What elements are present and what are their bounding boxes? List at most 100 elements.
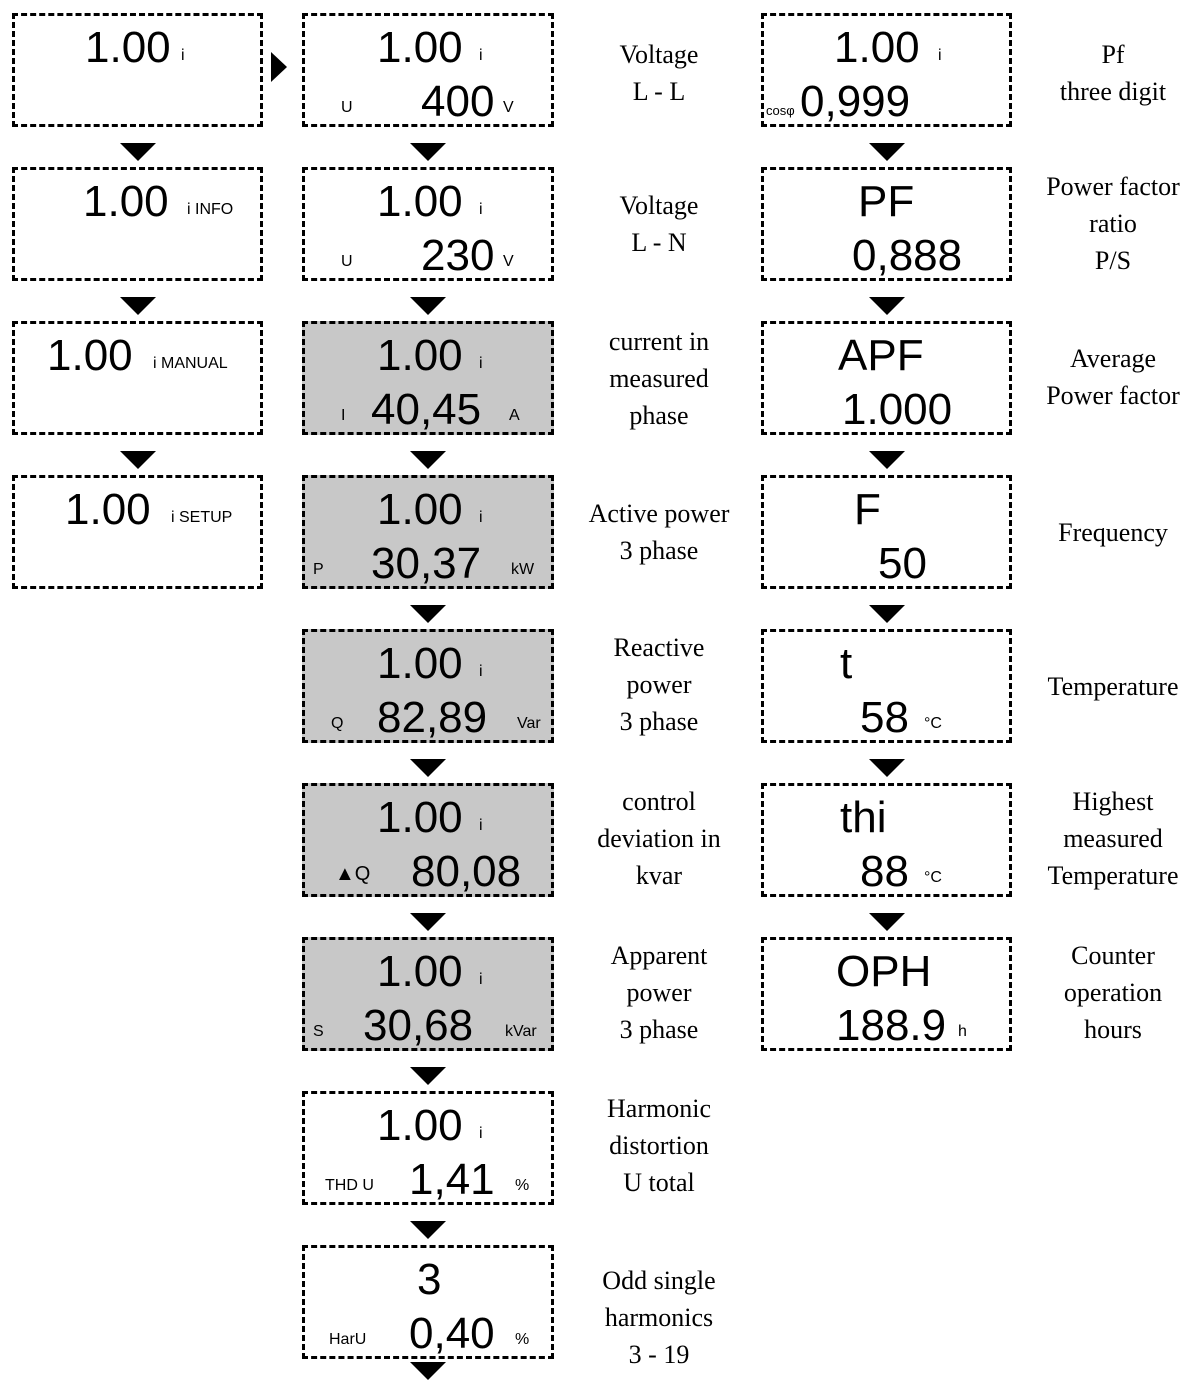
label-line: control bbox=[622, 787, 696, 816]
label-voltage-ln: Voltage L - N bbox=[570, 187, 748, 261]
label-current: current in measured phase bbox=[570, 323, 748, 434]
display-value: 230 bbox=[421, 231, 495, 280]
arrow-down-icon bbox=[869, 297, 905, 315]
arrow-down-icon bbox=[120, 297, 156, 315]
display-prefix: THD U bbox=[325, 1177, 374, 1194]
display-manual: 1.00 i MANUAL bbox=[12, 321, 263, 435]
display-top: 1.00 bbox=[377, 1101, 463, 1150]
label-frequency: Frequency bbox=[1026, 514, 1200, 551]
display-operation-hours: OPH 188.9 h bbox=[761, 937, 1012, 1051]
display-value: 1.00 bbox=[65, 485, 151, 534]
display-top-suffix: i bbox=[479, 971, 483, 988]
label-thd: Harmonic distortion U total bbox=[570, 1090, 748, 1201]
label-line: Counter bbox=[1071, 941, 1155, 970]
label-line: harmonics bbox=[604, 1303, 714, 1332]
arrow-down-icon bbox=[410, 1362, 446, 1380]
label-line: deviation in bbox=[597, 824, 721, 853]
display-top-suffix: i bbox=[479, 1125, 483, 1142]
label-line: Temperature bbox=[1047, 861, 1179, 890]
label-line: Voltage bbox=[619, 40, 699, 69]
arrow-down-icon bbox=[410, 297, 446, 315]
display-prefix: Q bbox=[331, 715, 344, 732]
label-line: current in bbox=[608, 327, 710, 356]
display-top: 1.00 bbox=[377, 23, 463, 72]
display-value: 188.9 bbox=[836, 1001, 947, 1050]
display-top: 1.00 bbox=[377, 485, 463, 534]
display-top: APF bbox=[838, 331, 924, 380]
display-top: t bbox=[840, 639, 853, 688]
label-apparent-power: Apparent power 3 phase bbox=[570, 937, 748, 1048]
label-line: kvar bbox=[635, 861, 683, 890]
label-line: U total bbox=[623, 1168, 695, 1197]
display-power-factor-ratio: PF 0,888 bbox=[761, 167, 1012, 281]
arrow-down-icon bbox=[869, 913, 905, 931]
display-value: 82,89 bbox=[377, 693, 488, 742]
display-suffix: i SETUP bbox=[171, 509, 233, 526]
arrow-down-icon bbox=[410, 451, 446, 469]
display-info: 1.00 i INFO bbox=[12, 167, 263, 281]
display-value: 88 bbox=[860, 847, 909, 896]
label-line: 3 phase bbox=[619, 536, 699, 565]
display-unit: V bbox=[503, 253, 514, 270]
display-prefix: HarU bbox=[329, 1331, 367, 1348]
display-prefix: U bbox=[341, 99, 353, 116]
display-unit: Var bbox=[517, 715, 541, 732]
display-value: 50 bbox=[878, 539, 927, 588]
display-voltage-ln: 1.00 i U 230 V bbox=[302, 167, 554, 281]
display-value: 0,40 bbox=[409, 1309, 495, 1358]
display-top-suffix: i bbox=[938, 47, 942, 64]
arrow-down-icon bbox=[410, 143, 446, 161]
label-control-deviation: control deviation in kvar bbox=[570, 783, 748, 894]
arrow-down-icon bbox=[410, 1067, 446, 1085]
display-top: thi bbox=[840, 793, 887, 842]
label-line: phase bbox=[629, 401, 689, 430]
label-pf-three-digit: Pf three digit bbox=[1024, 36, 1202, 110]
display-top-suffix: i bbox=[479, 201, 483, 218]
label-line: ratio bbox=[1089, 209, 1137, 238]
display-temperature: t 58 °C bbox=[761, 629, 1012, 743]
arrow-down-icon bbox=[869, 759, 905, 777]
label-line: 3 - 19 bbox=[628, 1340, 690, 1369]
label-line: measured bbox=[609, 364, 709, 393]
label-line: Voltage bbox=[619, 191, 699, 220]
label-line: Average bbox=[1069, 344, 1157, 373]
label-line: Highest bbox=[1072, 787, 1154, 816]
display-top-suffix: i bbox=[479, 817, 483, 834]
display-voltage-ll: 1.00 i U 400 V bbox=[302, 13, 554, 127]
display-top: 1.00 bbox=[377, 331, 463, 380]
display-unit: A bbox=[509, 407, 520, 424]
arrow-down-icon bbox=[869, 605, 905, 623]
label-line: Reactive bbox=[613, 633, 705, 662]
label-line: power bbox=[626, 670, 692, 699]
display-value: 1.00 bbox=[83, 177, 169, 226]
label-power-factor-ratio: Power factor ratio P/S bbox=[1026, 168, 1200, 279]
display-value: 40,45 bbox=[371, 385, 482, 434]
label-reactive-power: Reactive power 3 phase bbox=[570, 629, 748, 740]
display-prefix: S bbox=[313, 1023, 324, 1040]
display-value: 1.000 bbox=[842, 385, 953, 434]
label-line: Power factor bbox=[1046, 172, 1180, 201]
display-unit: °C bbox=[924, 715, 942, 732]
display-current: 1.00 i I 40,45 A bbox=[302, 321, 554, 435]
label-line: Temperature bbox=[1047, 672, 1179, 701]
display-active-power: 1.00 i P 30,37 kW bbox=[302, 475, 554, 589]
display-value: 0,888 bbox=[852, 231, 963, 280]
display-main: 1.00 i bbox=[12, 13, 263, 127]
display-harmonics: 3 HarU 0,40 % bbox=[302, 1245, 554, 1359]
display-unit: % bbox=[515, 1331, 530, 1348]
display-top-suffix: i bbox=[479, 509, 483, 526]
display-value: 30,68 bbox=[363, 1001, 474, 1050]
label-line: 3 phase bbox=[619, 707, 699, 736]
display-top-suffix: i bbox=[479, 47, 483, 64]
label-line: Frequency bbox=[1058, 518, 1168, 547]
display-prefix: cosφ bbox=[766, 103, 795, 118]
display-unit: % bbox=[515, 1177, 530, 1194]
display-value: 1.00 bbox=[47, 331, 133, 380]
display-prefix: ▲Q bbox=[335, 863, 371, 885]
display-setup: 1.00 i SETUP bbox=[12, 475, 263, 589]
display-value: 0,999 bbox=[800, 77, 911, 126]
label-line: three digit bbox=[1059, 77, 1167, 106]
label-line: Apparent bbox=[610, 941, 708, 970]
display-unit: kW bbox=[511, 561, 535, 578]
label-temperature: Temperature bbox=[1026, 668, 1200, 705]
